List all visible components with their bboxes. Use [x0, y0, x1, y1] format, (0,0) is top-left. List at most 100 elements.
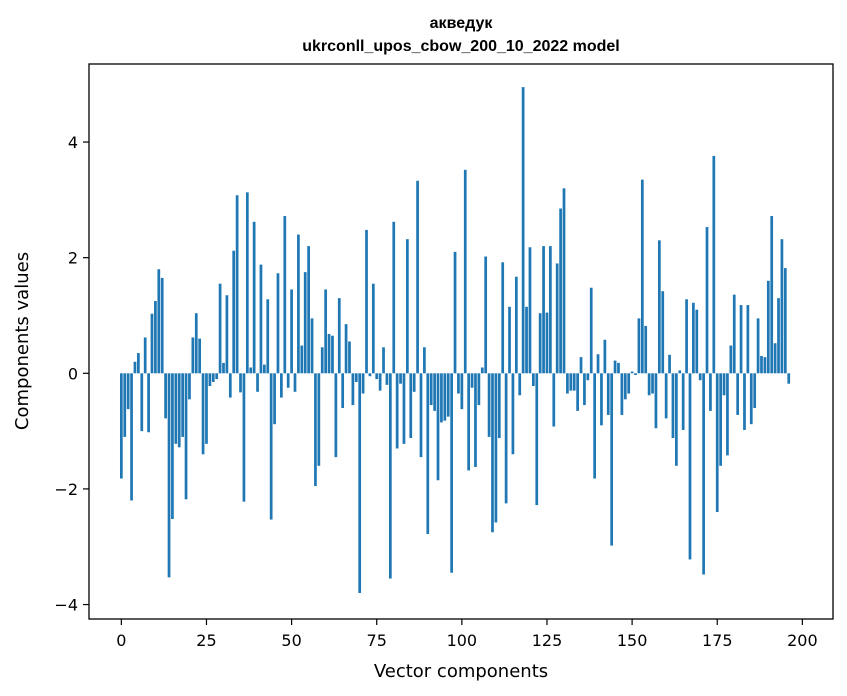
x-tick-label-7: 175: [702, 631, 733, 650]
bar-167: [688, 373, 692, 560]
bar-81: [395, 373, 399, 449]
bar-78: [385, 373, 389, 385]
bar-37: [245, 192, 249, 374]
bar-180: [732, 294, 736, 374]
bar-154: [644, 325, 648, 374]
bar-49: [286, 373, 290, 388]
bar-31: [225, 295, 229, 374]
bar-108: [487, 373, 491, 437]
bar-164: [678, 370, 682, 374]
bar-2: [126, 373, 130, 410]
bars-group: [119, 87, 791, 593]
bar-4: [133, 361, 137, 374]
bar-73: [368, 373, 372, 377]
bar-170: [698, 373, 702, 381]
bar-176: [719, 373, 722, 466]
bar-140: [596, 354, 600, 374]
bar-141: [600, 373, 603, 426]
bar-64: [337, 298, 341, 374]
bar-186: [753, 373, 757, 408]
x-tick-label-6: 150: [617, 631, 648, 650]
y-axis-ticks: −4 −2 0 2 4: [54, 133, 89, 615]
bar-69: [354, 373, 358, 382]
bar-67: [348, 341, 351, 374]
bar-44: [269, 373, 273, 520]
bar-160: [664, 373, 668, 419]
bar-102: [467, 373, 471, 471]
bar-65: [341, 373, 345, 408]
bar-13: [164, 373, 167, 419]
bar-146: [617, 362, 620, 374]
bar-103: [470, 373, 474, 388]
bar-77: [382, 347, 385, 374]
bar-189: [763, 357, 767, 374]
bar-62: [331, 335, 334, 374]
bar-162: [671, 373, 675, 439]
bar-80: [392, 221, 396, 374]
bar-72: [365, 229, 368, 374]
bar-115: [511, 373, 515, 455]
bar-34: [235, 195, 239, 374]
bar-30: [222, 362, 225, 374]
bar-45: [273, 373, 276, 425]
bar-195: [783, 268, 787, 374]
bar-173: [709, 373, 712, 411]
bar-174: [712, 155, 716, 374]
bar-23: [198, 338, 202, 374]
bar-149: [627, 373, 631, 394]
bar-181: [736, 373, 740, 415]
bar-43: [266, 299, 270, 374]
bar-187: [756, 318, 760, 374]
bar-50: [290, 289, 293, 374]
bar-58: [317, 373, 321, 466]
bar-54: [303, 272, 307, 374]
bar-57: [314, 373, 317, 487]
bar-111: [497, 373, 501, 439]
bar-53: [300, 345, 304, 374]
bar-28: [215, 373, 219, 380]
bar-127: [552, 373, 556, 427]
bar-152: [637, 318, 641, 374]
bar-63: [334, 373, 338, 458]
bar-26: [208, 373, 212, 387]
bar-39: [252, 221, 256, 374]
bar-148: [623, 373, 627, 400]
bar-151: [634, 373, 637, 376]
bar-184: [746, 305, 750, 374]
x-tick-label-0: 0: [116, 631, 126, 650]
bar-161: [668, 354, 671, 374]
bar-71: [361, 373, 365, 394]
bar-185: [749, 373, 753, 425]
bar-124: [542, 246, 545, 374]
bar-171: [702, 373, 705, 575]
bar-36: [242, 373, 246, 502]
y-axis-label: Components values: [12, 252, 33, 430]
bar-15: [171, 373, 174, 519]
bar-106: [480, 367, 484, 374]
bar-56: [310, 318, 314, 374]
bar-125: [545, 312, 549, 374]
y-tick-label-3: 2: [68, 249, 78, 268]
bar-117: [518, 373, 522, 396]
x-tick-label-3: 75: [367, 631, 387, 650]
bar-133: [572, 373, 576, 391]
y-tick-label-0: −4: [54, 596, 78, 615]
bar-129: [559, 208, 562, 374]
bar-35: [239, 373, 242, 393]
bar-52: [297, 234, 300, 374]
bar-183: [743, 373, 746, 430]
bar-175: [715, 373, 719, 513]
bar-100: [460, 373, 464, 410]
bar-83: [402, 373, 406, 444]
bar-84: [406, 239, 409, 374]
x-tick-label-8: 200: [787, 631, 818, 650]
bar-101: [463, 169, 467, 374]
bar-12: [160, 277, 164, 374]
bar-104: [474, 373, 477, 467]
plot-area-frame: [88, 63, 834, 620]
bar-6: [140, 373, 144, 432]
bar-97: [450, 373, 453, 573]
bar-138: [589, 287, 593, 374]
bar-85: [409, 373, 413, 439]
